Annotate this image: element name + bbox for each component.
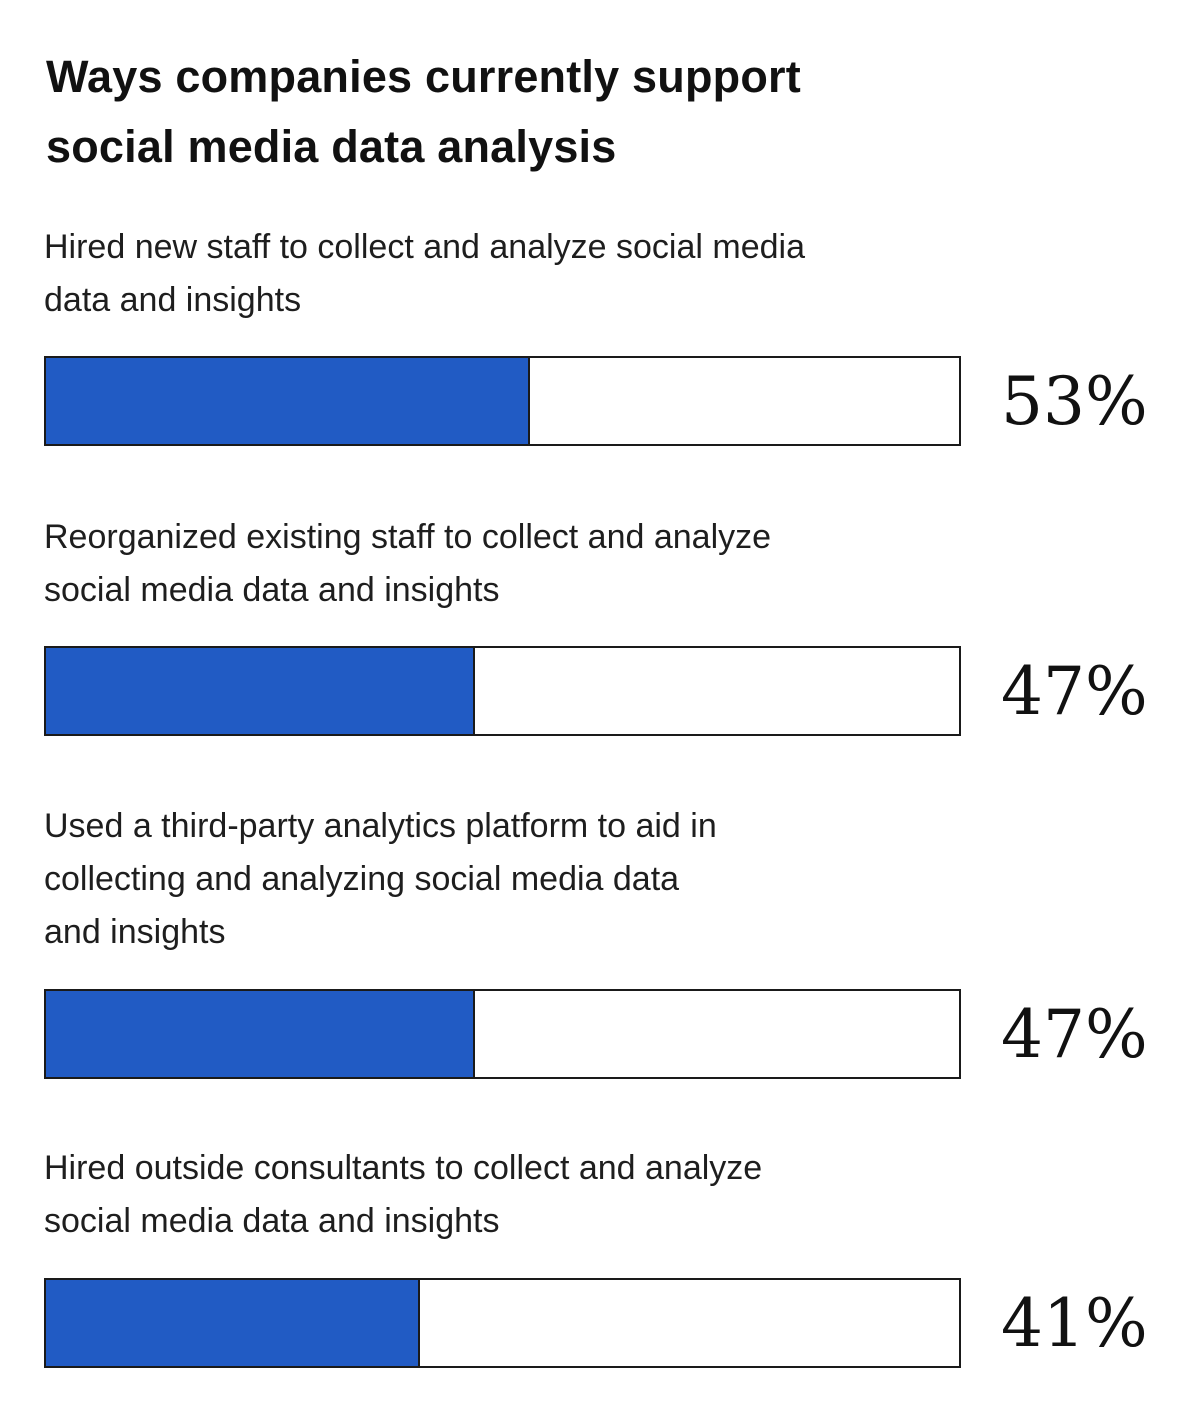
chart-title-line: Ways companies currently support <box>46 51 801 102</box>
bar-category-label: Hired new staff to collect and analyze s… <box>44 221 1184 327</box>
bar <box>46 1280 421 1366</box>
bar-item: Hired new staff to collect and analyze s… <box>44 221 1184 448</box>
bar-category-label: Reorganized existing staff to collect an… <box>44 511 1184 617</box>
bar-item: Used a third-party analytics platform to… <box>44 800 1184 1081</box>
bar-category-label-line: Hired outside consultants to collect and… <box>44 1149 763 1187</box>
bar-category-label-line: Used a third-party analytics platform to… <box>44 807 717 845</box>
bar-value-label: 47% <box>1001 653 1148 730</box>
bar-row: 47% <box>44 646 1184 738</box>
bar-track <box>44 356 961 446</box>
bar-category-label-line: social media data and insights <box>44 571 500 609</box>
bar-category-label-line: Hired new staff to collect and analyze s… <box>44 228 805 266</box>
bar-category-label-line: Reorganized existing staff to collect an… <box>44 518 772 556</box>
bar <box>46 358 530 444</box>
bar-category-label-line: data and insights <box>44 281 302 319</box>
bar-item: Reorganized existing staff to collect an… <box>44 511 1184 738</box>
bar-row: 53% <box>44 356 1184 448</box>
bar-category-label-line: and insights <box>44 913 226 951</box>
bar-track <box>44 1278 961 1368</box>
bar <box>46 648 476 734</box>
bar-category-label-line: social media data and insights <box>44 1202 500 1240</box>
bar-value-label: 41% <box>1001 1285 1148 1362</box>
bar-row: 41% <box>44 1278 1184 1370</box>
chart-title-line: social media data analysis <box>46 121 617 172</box>
bar-row: 47% <box>44 989 1184 1081</box>
bar-value-label: 47% <box>1001 996 1148 1073</box>
bar-value-label: 53% <box>1001 363 1148 440</box>
bar-track <box>44 989 961 1079</box>
bar-category-label: Used a third-party analytics platform to… <box>44 800 1184 959</box>
chart-title: Ways companies currently support social … <box>46 42 1046 182</box>
bar-category-label-line: collecting and analyzing social media da… <box>44 860 680 898</box>
bar-item: Hired outside consultants to collect and… <box>44 1142 1184 1370</box>
bar-track <box>44 646 961 736</box>
bar <box>46 991 476 1077</box>
bar-category-label: Hired outside consultants to collect and… <box>44 1142 1184 1248</box>
